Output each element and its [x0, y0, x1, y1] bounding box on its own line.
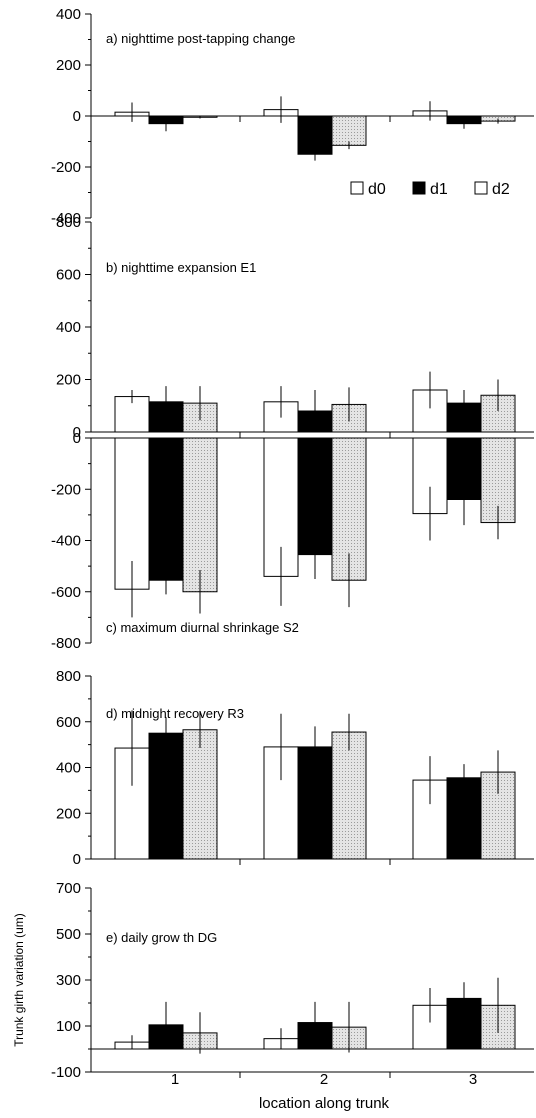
y-tick-label: -800	[51, 635, 81, 652]
legend-label-d0: d0	[368, 181, 386, 198]
y-tick-label: -400	[51, 533, 81, 550]
legend: d0 d1 d2	[350, 181, 510, 198]
panel-2: 0 200 400 600 800 b) nighttime expansion E1	[56, 214, 534, 441]
y-tick-label: 200	[56, 805, 81, 822]
bar-d2-loc1	[182, 437, 218, 593]
y-tick-label: 0	[73, 108, 81, 125]
x-axis-label: location along trunk	[259, 1095, 390, 1112]
bar-d2-loc2	[331, 115, 367, 146]
legend-swatch-d2	[474, 181, 488, 195]
x-tick-label: 1	[171, 1071, 179, 1088]
y-tick-label: 500	[56, 926, 81, 943]
y-axis-label: Trunk girth variation (um)	[12, 913, 26, 1047]
panel-title: c) maximum diurnal shrinkage S2	[106, 620, 299, 635]
y-tick-label: 600	[56, 714, 81, 731]
y-tick-label: 800	[56, 214, 81, 231]
bar-d1-loc1	[148, 437, 184, 581]
bar-d1-loc1	[148, 732, 184, 860]
y-tick-label: -400	[51, 210, 81, 227]
y-tick-label: 200	[56, 372, 81, 389]
x-tick-label: 2	[320, 1071, 328, 1088]
y-tick-label: 100	[56, 1018, 81, 1035]
legend-swatch-d0	[350, 181, 364, 195]
panel-title: e) daily grow th DG	[106, 930, 217, 945]
y-tick-label: -100	[51, 1064, 81, 1081]
bar-d2-loc2	[331, 731, 367, 860]
legend-label-d2: d2	[492, 181, 510, 198]
panel-1: -400 -200 0 200 400 a) nighttime post-tapping…	[51, 6, 534, 227]
y-tick-label: 300	[56, 972, 81, 989]
legend-swatch-d1	[412, 181, 426, 195]
x-tick-label: 3	[469, 1071, 477, 1088]
y-tick-label: 700	[56, 880, 81, 897]
panel-3: -800 -600 -400 -200 0 c) maximum diurnal shri…	[51, 430, 534, 652]
bar-d0-loc1	[114, 747, 150, 860]
y-tick-label: 600	[56, 267, 81, 284]
y-tick-label: 800	[56, 668, 81, 685]
y-tick-label: 0	[73, 430, 81, 447]
y-tick-label: -200	[51, 159, 81, 176]
y-tick-label: 400	[56, 319, 81, 336]
y-tick-label: -200	[51, 481, 81, 498]
panel-title: a) nighttime post-tapping change	[106, 31, 295, 46]
panel-title: b) nighttime expansion E1	[106, 260, 256, 275]
y-tick-label: 400	[56, 760, 81, 777]
bar-d2-loc1	[182, 729, 218, 860]
y-tick-label: 0	[73, 424, 81, 441]
y-tick-label: 0	[73, 851, 81, 868]
y-tick-label: 400	[56, 6, 81, 23]
y-tick-label: -600	[51, 584, 81, 601]
y-tick-label: 200	[56, 57, 81, 74]
panel-title: d) midnight recovery R3	[106, 706, 244, 721]
panel-4: 0 200 400 600 800 d) midnight recovery R3	[56, 668, 534, 868]
panel-5: -100 100 300 500 700 e) daily grow th DG 1 2 3	[51, 880, 534, 1088]
legend-label-d1: d1	[430, 181, 448, 198]
